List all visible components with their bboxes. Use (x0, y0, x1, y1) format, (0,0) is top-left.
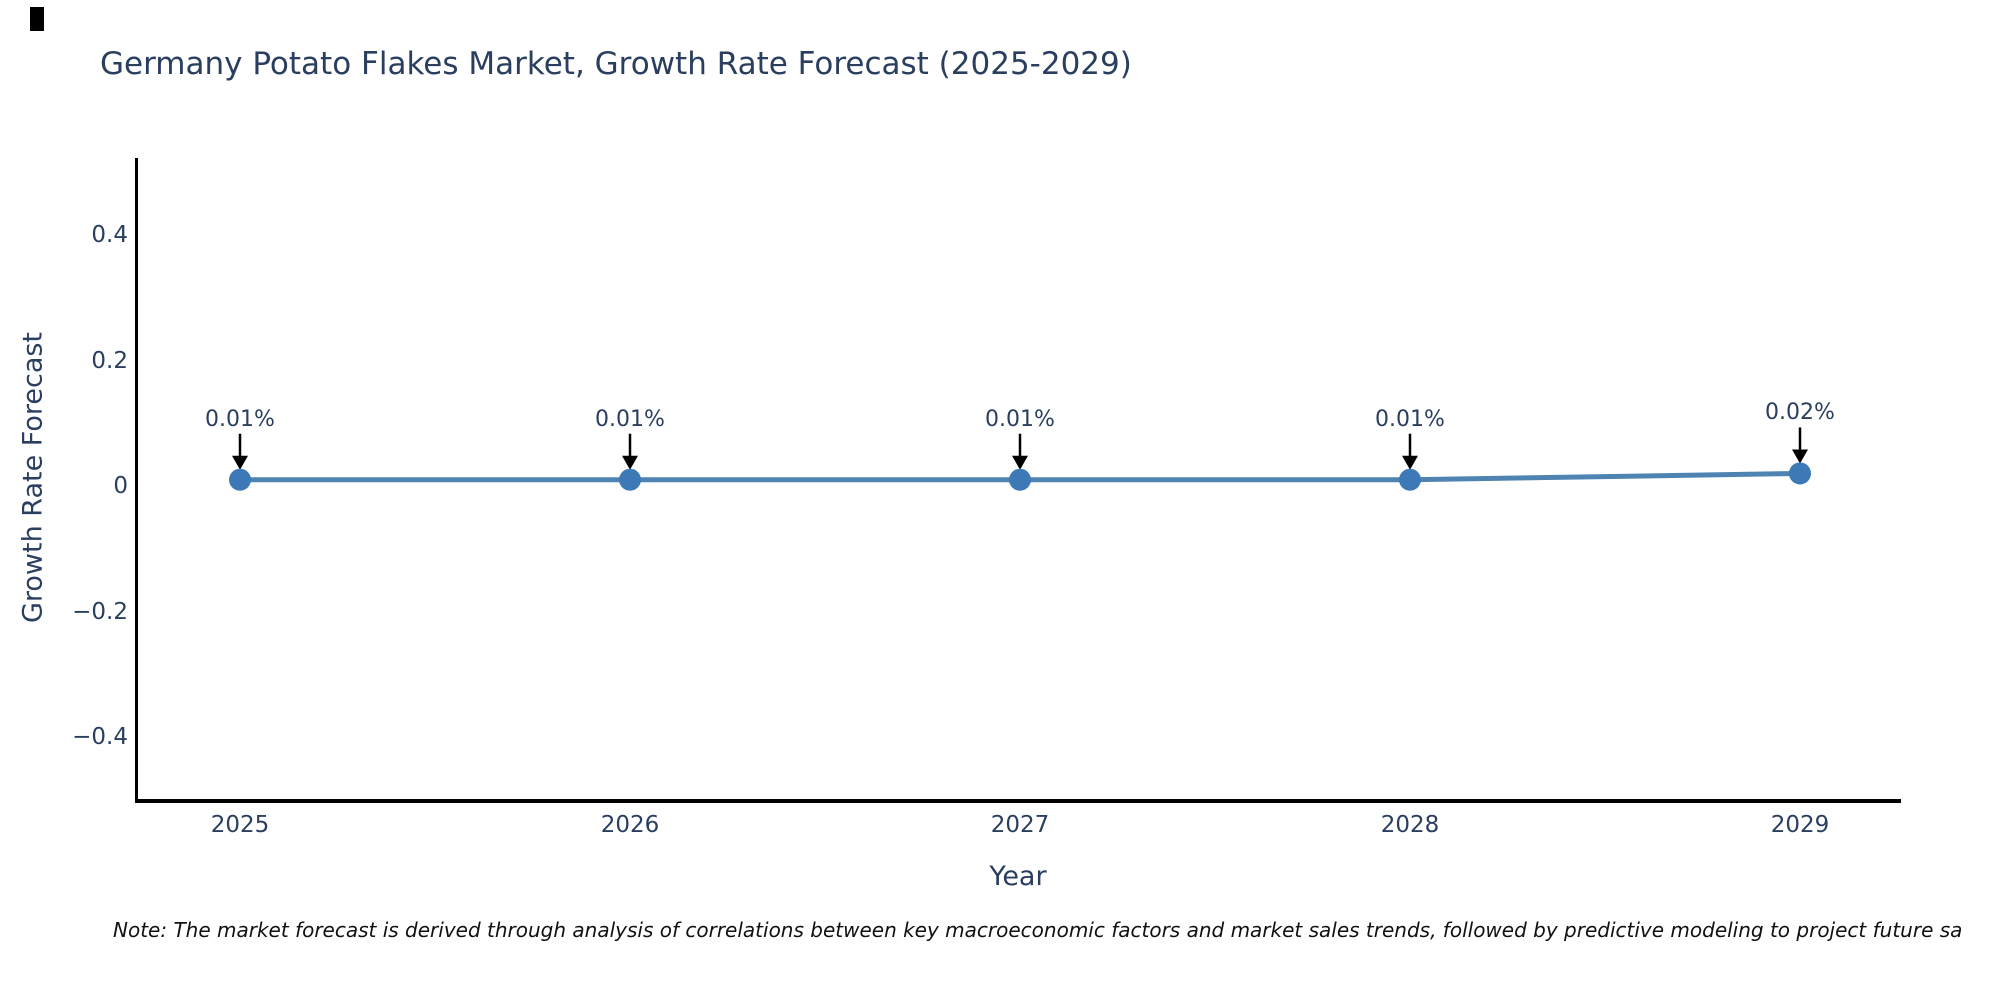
x-tick-label: 2027 (990, 812, 1050, 838)
annotation-arrow-head (1012, 455, 1028, 470)
cursor-artifact (30, 7, 44, 31)
footnote: Note: The market forecast is derived thr… (113, 918, 1963, 942)
annotation-arrow-head (622, 455, 638, 470)
series-line (237, 470, 1803, 483)
y-tick-label: 0.4 (91, 222, 128, 248)
point-annotation: 0.01% (985, 406, 1055, 432)
y-axis-line (135, 158, 138, 803)
data-point-marker (229, 468, 251, 491)
point-annotation: 0.01% (595, 406, 665, 432)
chart-title: Germany Potato Flakes Market, Growth Rat… (100, 46, 1132, 82)
point-annotation: 0.01% (205, 406, 275, 432)
data-point-marker (1009, 468, 1031, 491)
y-tick-label: −0.4 (72, 724, 128, 750)
annotation-arrow-head (1792, 449, 1808, 464)
point-annotation: 0.02% (1765, 400, 1835, 426)
annotation-arrow-head (232, 455, 248, 470)
data-point-marker (1789, 462, 1811, 485)
x-tick-label: 2025 (210, 812, 270, 838)
x-axis-title: Year (989, 861, 1047, 892)
y-tick-label: −0.2 (72, 598, 128, 625)
x-tick-label: 2029 (1770, 812, 1830, 838)
x-tick-label: 2028 (1380, 812, 1440, 838)
y-tick-label: 0.2 (91, 347, 128, 374)
data-point-marker (619, 468, 641, 491)
x-tick-label: 2026 (600, 812, 660, 838)
data-point-marker (1399, 468, 1421, 491)
y-tick-label: 0 (113, 473, 128, 499)
x-axis-line (135, 799, 1901, 803)
annotation-arrow-head (1402, 455, 1418, 470)
point-annotation: 0.01% (1375, 406, 1445, 432)
